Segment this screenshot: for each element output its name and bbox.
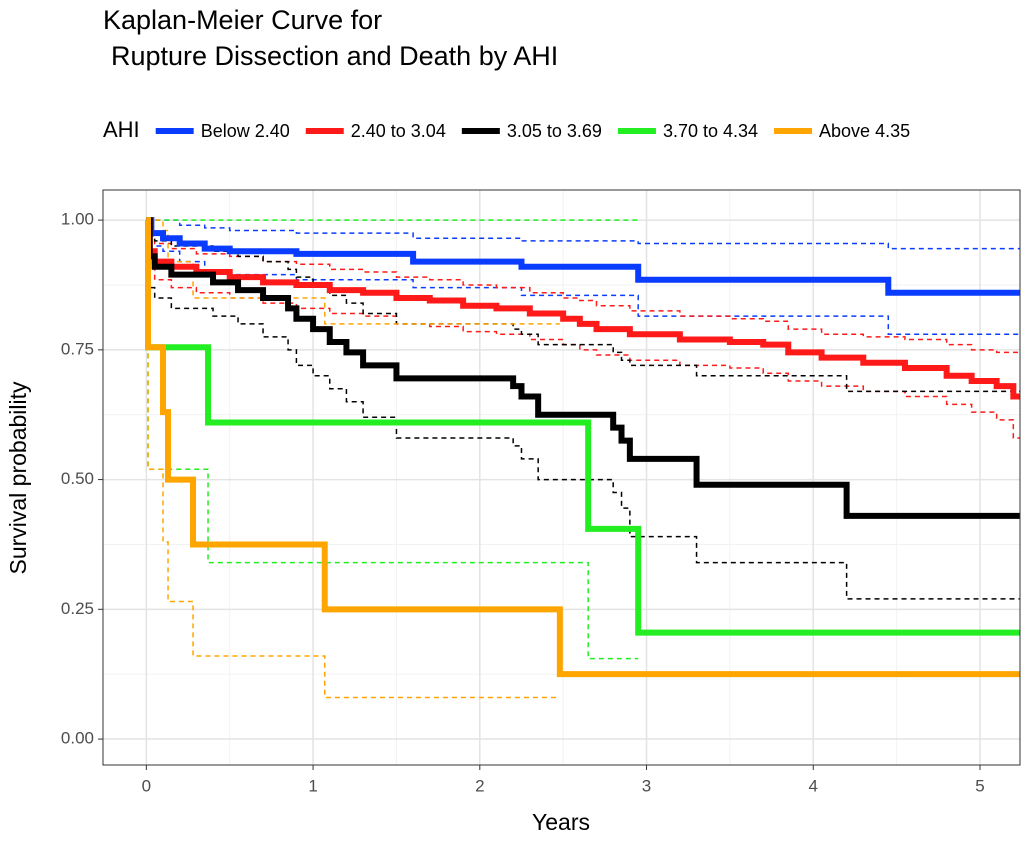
legend-title: AHI xyxy=(103,117,140,142)
confidence-bound xyxy=(146,219,639,660)
survival-curve xyxy=(146,217,1020,519)
legend-label: 3.70 to 4.34 xyxy=(663,121,758,141)
y-tick-label: 0.00 xyxy=(61,729,94,748)
y-axis-title: Survival probability xyxy=(5,381,31,575)
survival-curve xyxy=(146,217,1020,296)
x-tick-label: 0 xyxy=(142,776,151,795)
y-tick-label: 0.75 xyxy=(61,339,94,358)
survival-curve xyxy=(146,217,1020,400)
legend: AHI Below 2.40 2.40 to 3.04 3.05 to 3.69 3.… xyxy=(103,117,910,142)
confidence-bound xyxy=(146,219,1020,439)
chart-title: Kaplan-Meier Curve for xyxy=(103,5,382,35)
x-tick-label: 1 xyxy=(308,776,317,795)
x-axis-title: Years xyxy=(532,809,590,835)
x-tick-label: 5 xyxy=(975,776,984,795)
x-tick-label: 2 xyxy=(475,776,484,795)
marks xyxy=(145,217,1020,699)
x-tick-label: 4 xyxy=(809,776,818,795)
y-tick-label: 0.50 xyxy=(61,469,94,488)
x-tick-label: 3 xyxy=(642,776,651,795)
y-tick-label: 1.00 xyxy=(61,210,94,229)
confidence-bound xyxy=(146,219,560,699)
confidence-bound xyxy=(146,219,1020,354)
y-tick-label: 0.25 xyxy=(61,599,94,618)
legend-label: 2.40 to 3.04 xyxy=(351,121,446,141)
legend-label: Below 2.40 xyxy=(201,121,290,141)
legend-label: 3.05 to 3.69 xyxy=(507,121,602,141)
chart-title: Rupture Dissection and Death by AHI xyxy=(111,41,558,71)
confidence-bound xyxy=(146,219,1020,600)
confidence-bound xyxy=(146,219,1020,250)
legend-label: Above 4.35 xyxy=(819,121,910,141)
grid xyxy=(103,190,1020,765)
survival-curve xyxy=(145,217,1020,678)
panel-border xyxy=(102,189,1021,766)
